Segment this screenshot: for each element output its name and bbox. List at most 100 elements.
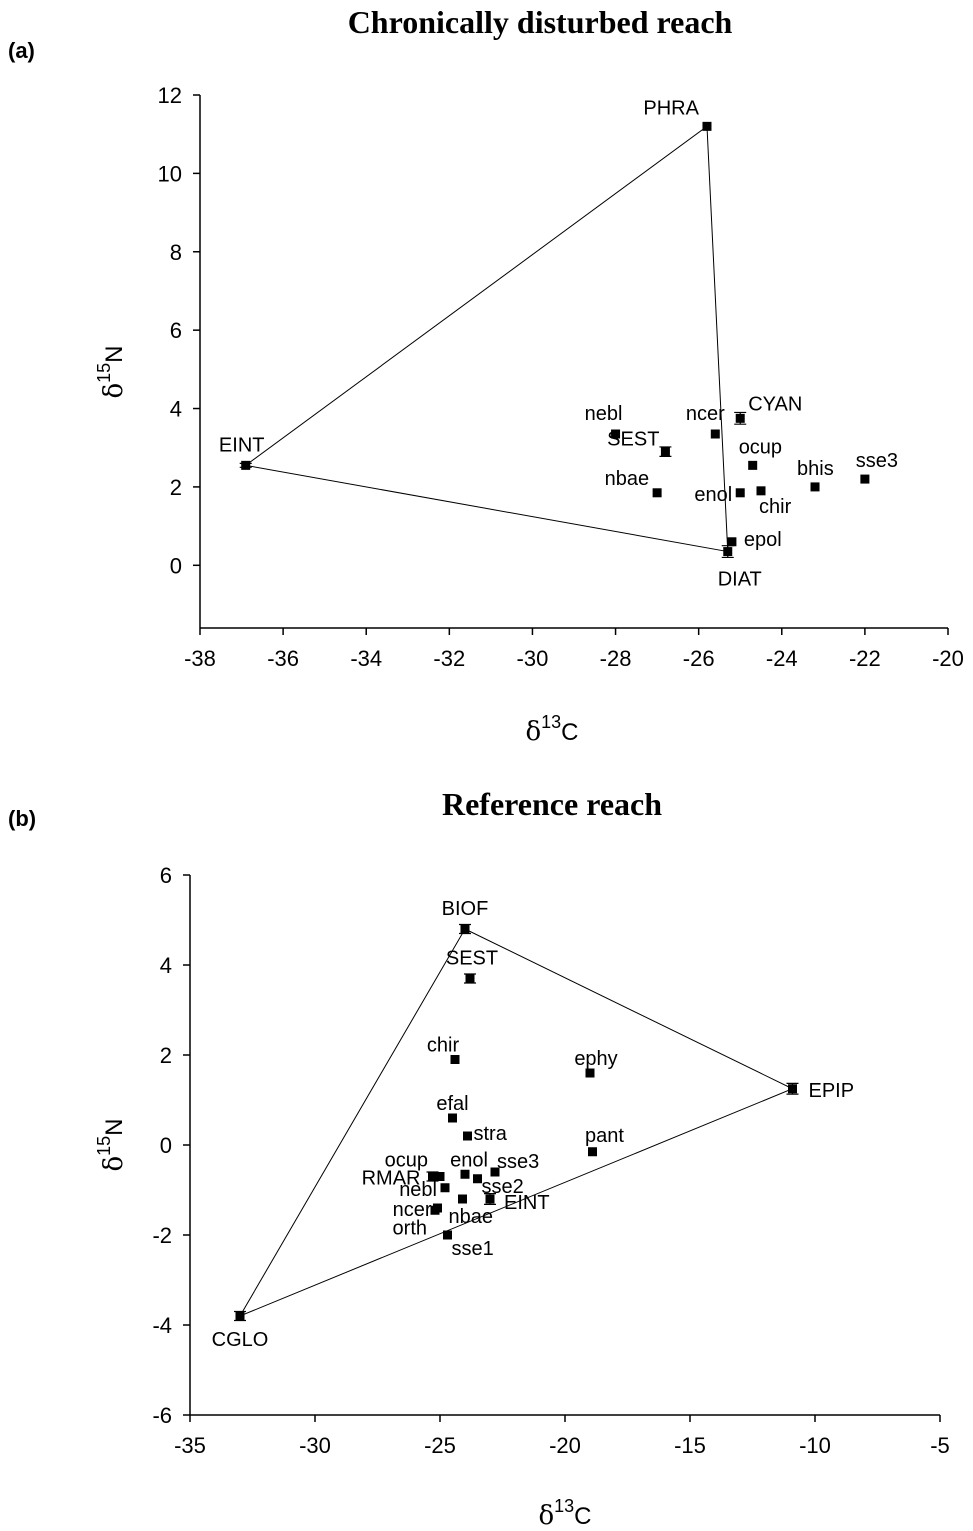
point-label: EPIP xyxy=(809,1080,855,1102)
point-marker xyxy=(727,537,737,547)
y-tick-label: 8 xyxy=(170,240,182,265)
point-marker xyxy=(241,460,251,470)
point-marker xyxy=(485,1194,495,1204)
data-point-biof: BIOF xyxy=(442,898,488,935)
data-point-sse3: sse3 xyxy=(856,450,898,484)
data-point-ephy: ephy xyxy=(574,1048,618,1078)
data-point-diat: DIAT xyxy=(718,545,762,591)
x-tick-label: -30 xyxy=(299,1433,331,1458)
x-tick-label: -15 xyxy=(674,1433,706,1458)
panel-b-y-axis-title: δ15N xyxy=(94,1118,129,1171)
point-label: sse3 xyxy=(856,450,898,472)
data-point-chir: chir xyxy=(756,486,792,518)
point-label: chir xyxy=(427,1035,460,1057)
point-label: epol xyxy=(744,529,782,551)
panel-b-title: Reference reach xyxy=(442,786,662,822)
panel-a-title: Chronically disturbed reach xyxy=(348,4,733,40)
x-tick-label: -30 xyxy=(517,646,549,671)
data-point-chir: chir xyxy=(427,1035,460,1064)
point-label: ncer xyxy=(686,403,725,425)
data-point-eint: EINT xyxy=(484,1192,550,1214)
point-label: efal xyxy=(436,1093,468,1115)
point-marker xyxy=(788,1084,797,1094)
data-point-cglo: CGLO xyxy=(212,1310,269,1351)
data-point-nebl: nebl xyxy=(399,1179,450,1201)
point-marker xyxy=(463,1131,472,1141)
point-marker xyxy=(460,1169,470,1179)
point-marker xyxy=(428,1172,437,1181)
mixing-polygon xyxy=(238,928,794,1318)
point-marker xyxy=(810,482,820,492)
panel-b: (b) Reference reach -35 -30 -25 -20 -15 -10 -5… xyxy=(8,786,950,1531)
data-point-phra: PHRA xyxy=(643,97,712,131)
data-point-enol: enol xyxy=(694,484,745,506)
data-point-enol: enol xyxy=(450,1149,488,1179)
data-point-rmar: RMAR xyxy=(362,1168,439,1190)
point-label: chir xyxy=(759,496,792,518)
point-marker xyxy=(235,1311,245,1321)
data-point-orth: orth xyxy=(393,1205,440,1239)
point-label: ncer xyxy=(393,1199,432,1221)
point-marker xyxy=(448,1113,457,1123)
point-label: orth xyxy=(393,1217,427,1239)
point-label: CGLO xyxy=(212,1329,269,1351)
point-marker xyxy=(735,413,745,423)
point-marker xyxy=(585,1068,595,1078)
data-point-efal: efal xyxy=(436,1093,469,1123)
point-label: nebl xyxy=(399,1179,437,1201)
point-marker xyxy=(588,1147,597,1157)
data-point-nebl: nebl xyxy=(585,403,622,439)
point-marker xyxy=(710,429,720,439)
panel-a-label: (a) xyxy=(8,38,35,63)
point-marker xyxy=(430,1205,440,1215)
y-tick-label: -6 xyxy=(152,1403,172,1428)
x-tick-label: -36 xyxy=(267,646,299,671)
point-marker xyxy=(702,121,712,131)
point-marker xyxy=(735,488,745,498)
x-tick-label: -25 xyxy=(424,1433,456,1458)
point-marker xyxy=(460,924,470,934)
point-marker xyxy=(458,1194,467,1204)
data-point-sest: SEST xyxy=(607,429,672,457)
point-marker xyxy=(660,447,670,457)
point-marker xyxy=(443,1230,452,1240)
x-tick-label: -26 xyxy=(683,646,715,671)
point-label: EINT xyxy=(504,1192,550,1214)
point-label: PHRA xyxy=(643,97,699,119)
point-marker xyxy=(756,486,766,496)
point-label: ocup xyxy=(385,1150,428,1172)
y-tick-label: 10 xyxy=(158,161,182,186)
x-tick-label: -35 xyxy=(174,1433,206,1458)
point-marker xyxy=(860,474,870,484)
point-label: bhis xyxy=(797,458,834,480)
point-label: CYAN xyxy=(748,393,802,415)
point-marker xyxy=(652,488,662,498)
x-tick-label: -28 xyxy=(600,646,632,671)
point-marker xyxy=(723,547,733,557)
data-point-sse1: sse1 xyxy=(443,1230,494,1260)
point-label: DIAT xyxy=(718,569,762,591)
data-point-sse3: sse3 xyxy=(490,1151,539,1177)
point-marker xyxy=(440,1183,450,1193)
point-label: nbae xyxy=(449,1206,494,1228)
data-point-sse2: sse2 xyxy=(473,1174,524,1198)
data-point-ocup: ocup xyxy=(385,1150,445,1181)
y-tick-label: 2 xyxy=(170,475,182,500)
point-marker xyxy=(435,1172,445,1181)
y-tick-label: -4 xyxy=(152,1313,172,1338)
panel-a-y-axis-title: δ15N xyxy=(94,345,129,398)
point-marker xyxy=(450,1055,460,1064)
y-tick-label: -2 xyxy=(152,1223,172,1248)
point-label: sse2 xyxy=(482,1176,524,1198)
y-tick-label: 6 xyxy=(170,318,182,343)
x-tick-label: -20 xyxy=(932,646,964,671)
data-point-eint: EINT xyxy=(219,434,264,470)
panel-a-x-axis-title: δ13C xyxy=(525,712,578,747)
point-label: stra xyxy=(474,1123,508,1145)
point-marker xyxy=(465,974,475,983)
panel-b-x-axis-title: δ13C xyxy=(538,1496,591,1531)
y-tick-label: 0 xyxy=(160,1133,172,1158)
point-label: ephy xyxy=(574,1048,617,1070)
data-point-cyan: CYAN xyxy=(734,393,802,425)
